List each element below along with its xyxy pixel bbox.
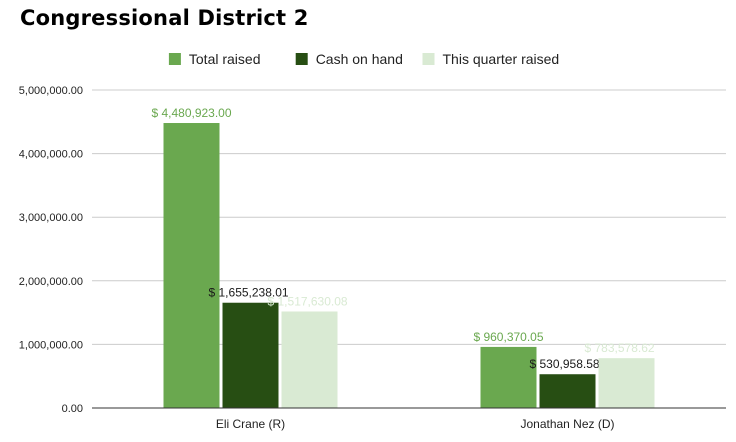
bar-cash-on-hand	[222, 302, 279, 408]
data-label: $ 530,958.58	[530, 357, 600, 371]
y-tick-label: 5,000,000.00	[19, 85, 83, 97]
chart-title: Congressional District 2	[20, 6, 309, 30]
legend-label: Total raised	[189, 51, 261, 67]
bar-total-raised	[480, 346, 537, 408]
data-label: $ 1,517,630.08	[268, 294, 348, 308]
data-label: $ 4,480,923.00	[151, 106, 231, 120]
y-tick-label: 0.00	[62, 403, 83, 415]
legend-swatch	[422, 53, 435, 65]
data-label: $ 1,655,238.01	[209, 286, 289, 300]
data-label: $ 960,370.05	[473, 330, 543, 344]
y-tick-label: 3,000,000.00	[19, 212, 83, 224]
bar-this-quarter-raised	[281, 311, 338, 408]
legend-swatch	[295, 53, 308, 65]
legend-swatch	[168, 53, 181, 65]
legend-label: Cash on hand	[316, 51, 403, 67]
x-tick-label: Eli Crane (R)	[216, 417, 285, 431]
bar-total-raised	[163, 123, 220, 408]
data-label: $ 783,578.62	[585, 341, 655, 355]
bar-cash-on-hand	[539, 374, 596, 408]
legend-label: This quarter raised	[443, 51, 560, 67]
y-tick-label: 2,000,000.00	[19, 276, 83, 288]
x-tick-label: Jonathan Nez (D)	[520, 417, 614, 431]
y-tick-label: 4,000,000.00	[19, 149, 83, 161]
y-tick-label: 1,000,000.00	[19, 339, 83, 351]
bar-this-quarter-raised	[598, 358, 655, 408]
